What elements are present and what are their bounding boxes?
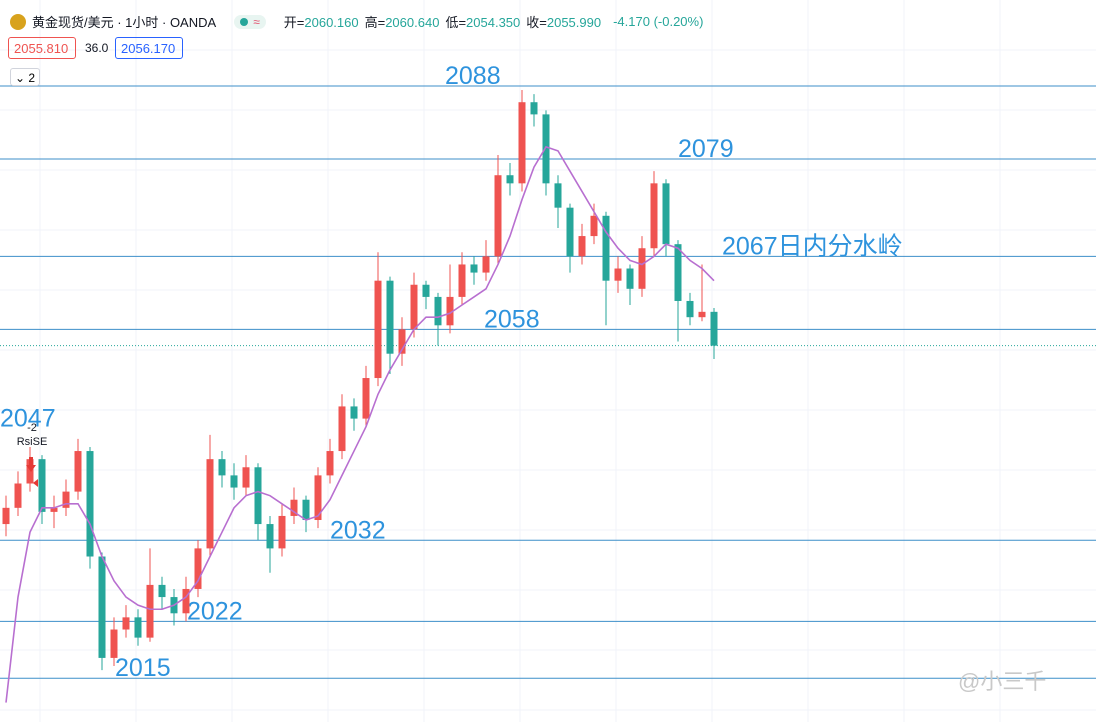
candle-body	[566, 207, 574, 257]
candle-body	[638, 248, 646, 289]
sell-button[interactable]: 2055.810	[8, 37, 76, 59]
candle-body	[662, 183, 670, 245]
watermark: @小三千	[958, 669, 1047, 694]
candle-body	[302, 499, 310, 521]
ohlc-value: 2060.160	[304, 15, 359, 30]
candle-body	[530, 102, 538, 115]
candle-body	[146, 584, 154, 638]
indicators-count: 2	[28, 71, 36, 85]
annotation-label: 2047	[0, 405, 56, 433]
change: -4.170 (-0.20%)	[613, 14, 704, 29]
ohlc-label: 开=	[283, 15, 305, 30]
candle-body	[194, 548, 202, 589]
candle-body	[338, 406, 346, 452]
candle-body	[218, 459, 226, 476]
candle-body	[422, 284, 430, 297]
candle-body	[506, 175, 514, 184]
ohlc-value: 2060.640	[385, 15, 440, 30]
candle-body	[458, 264, 466, 297]
level-label: 2058	[484, 305, 540, 333]
candle-body	[410, 284, 418, 330]
candle-body	[470, 264, 478, 273]
signal-name: RsiSE	[17, 436, 48, 448]
level-label: 2032	[330, 516, 386, 544]
ohlc-label: 高=	[364, 15, 386, 30]
candle-body	[158, 584, 166, 598]
level-label: 2067日内分水岭	[722, 232, 903, 260]
candle-body	[374, 280, 382, 379]
candle-body	[362, 378, 370, 419]
candle-body	[110, 629, 118, 658]
indicators-toggle[interactable]: ⌄ 2	[10, 68, 40, 86]
candle-body	[554, 183, 562, 208]
level-label: 2088	[445, 62, 501, 90]
candle-body	[314, 475, 322, 521]
candle-body	[710, 311, 718, 346]
spread: 36.0	[85, 41, 109, 55]
candle-body	[686, 300, 694, 318]
candle-body	[62, 491, 70, 508]
candle-body	[602, 215, 610, 281]
candle-body	[518, 102, 526, 184]
candle-body	[590, 215, 598, 237]
candle-body	[614, 268, 622, 281]
signal-arrow	[26, 457, 36, 472]
candle-body	[326, 451, 334, 476]
level-label: 2015	[115, 654, 171, 682]
ohlc-label: 收=	[526, 15, 547, 30]
candle-body	[206, 459, 214, 549]
candle-body	[578, 236, 586, 257]
candle-body	[350, 406, 358, 419]
candle-body	[98, 556, 106, 658]
candle-body	[254, 467, 262, 525]
candle-body	[494, 175, 502, 257]
signal-tick	[33, 479, 38, 487]
candle-body	[14, 483, 22, 508]
candle-body	[50, 507, 58, 512]
candle-body	[122, 617, 130, 630]
signal-count: -2	[27, 422, 37, 434]
candle-body	[398, 329, 406, 354]
candle-body	[182, 588, 190, 614]
candle-body	[26, 459, 34, 484]
symbol-icon	[10, 13, 26, 30]
candle-body	[38, 459, 46, 512]
candle-body	[74, 451, 82, 492]
ohlc-label: 低=	[445, 15, 467, 30]
candle-body	[86, 451, 94, 557]
ohlc: 开=2060.160 高=2060.640 低=2054.350 收=2055.990	[284, 12, 607, 31]
candle-body	[278, 515, 286, 549]
candle-body	[434, 296, 442, 326]
candle-body	[290, 499, 298, 516]
buy-button[interactable]: 2056.170	[115, 37, 183, 59]
level-label: 2022	[187, 597, 243, 625]
candle-body	[386, 280, 394, 354]
market-toggle[interactable]: ≈	[234, 14, 266, 29]
level-label: 2079	[678, 135, 734, 163]
candle-body	[266, 524, 274, 549]
candle-body	[650, 183, 658, 249]
candle-body	[446, 296, 454, 326]
candle-body	[134, 617, 142, 638]
candle-body	[230, 475, 238, 488]
symbol-title[interactable]: 黄金现货/美元 · 1小时 · OANDA	[32, 15, 217, 30]
candle-body	[674, 244, 682, 301]
candle-body	[626, 268, 634, 289]
toggle-icon: ≈	[253, 14, 260, 29]
candle-body	[242, 467, 250, 488]
candle-body	[698, 311, 706, 318]
ohlc-value: 2054.350	[466, 15, 521, 30]
moving-average	[5, 145, 715, 703]
candle-body	[542, 114, 550, 184]
header: 黄金现货/美元 · 1小时 · OANDA ≈ 开=2060.160 高=2060…	[10, 12, 709, 31]
candle-body	[2, 507, 10, 525]
candle-body	[482, 256, 490, 273]
ohlc-value: 2055.990	[546, 15, 602, 30]
